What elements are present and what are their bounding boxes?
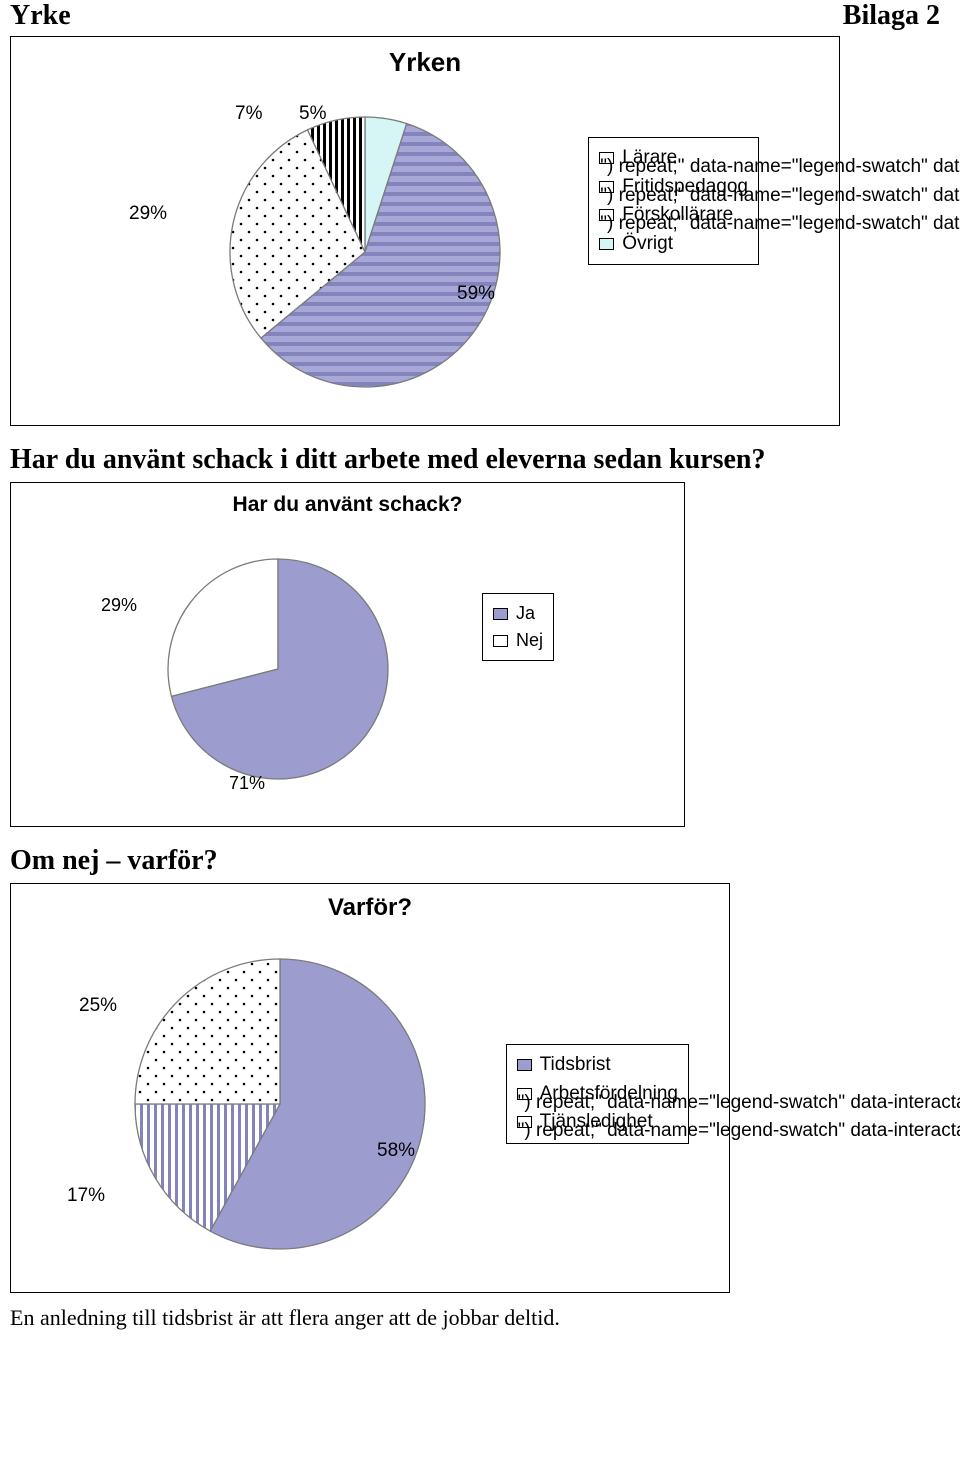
chart-yrken-frame: Yrken 59% 29% 7% 5% ") repeat;" data-name="…: [10, 36, 840, 426]
page-header: Yrke Bilaga 2: [10, 0, 940, 32]
legend-used: JaNej: [482, 593, 554, 661]
chart-used-frame: Har du använt schack? 71% 29% JaNej: [10, 482, 685, 827]
legend-label: Nej: [516, 627, 543, 654]
legend-item: Ja: [493, 600, 543, 627]
legend-label: Övrigt: [622, 230, 673, 259]
pie-chart: [125, 949, 435, 1259]
legend-label: Fritidspedagog: [622, 173, 748, 202]
legend-item: ") repeat;" data-name="legend-swatch" da…: [517, 1080, 678, 1109]
footer-note: En anledning till tidsbrist är att flera…: [10, 1305, 940, 1331]
pie-chart: [158, 549, 398, 789]
pct-label: 29%: [129, 203, 167, 225]
legend-why: Tidsbrist") repeat;" data-name="legend-s…: [506, 1044, 689, 1144]
legend-label: Förskollärare: [622, 201, 733, 230]
pct-label: 29%: [101, 595, 137, 616]
legend-swatch: [493, 608, 508, 620]
pct-label: 5%: [299, 103, 326, 125]
pct-label: 59%: [457, 283, 495, 305]
pct-label: 7%: [235, 103, 262, 125]
chart-used-body: 71% 29%: [29, 525, 666, 804]
legend-label: Tjänsledighet: [540, 1108, 653, 1137]
chart-used-title: Har du använt schack?: [29, 493, 666, 517]
pct-label: 71%: [229, 773, 265, 794]
pct-label: 17%: [67, 1185, 105, 1207]
pie-chart: [220, 107, 510, 397]
heading-why: Om nej – varför?: [10, 845, 940, 877]
legend-item: ") repeat;" data-name="legend-swatch" da…: [599, 201, 748, 230]
heading-used-chess: Har du använt schack i ditt arbete med e…: [10, 444, 940, 476]
legend-yrken: ") repeat;" data-name="legend-swatch" da…: [588, 137, 759, 265]
legend-label: Ja: [516, 600, 535, 627]
chart-yrken-title: Yrken: [29, 47, 821, 78]
legend-label: Lärare: [622, 144, 677, 173]
legend-item: ") repeat;" data-name="legend-swatch" da…: [599, 173, 748, 202]
legend-swatch: [599, 238, 614, 250]
legend-label: Tidsbrist: [540, 1051, 611, 1080]
legend-label: Arbetsfördelning: [540, 1080, 678, 1109]
chart-why-title: Varför?: [29, 894, 711, 922]
pct-label: 25%: [79, 995, 117, 1017]
legend-item: Tidsbrist: [517, 1051, 678, 1080]
header-right: Bilaga 2: [843, 0, 940, 32]
legend-item: ") repeat;" data-name="legend-swatch" da…: [599, 144, 748, 173]
legend-item: Nej: [493, 627, 543, 654]
legend-swatch: [493, 635, 508, 647]
legend-swatch: [517, 1059, 532, 1071]
header-left: Yrke: [10, 0, 71, 32]
chart-why-frame: Varför? 58% 17% 25% Tidsbrist") repeat;" d…: [10, 883, 730, 1293]
pct-label: 58%: [377, 1140, 415, 1162]
